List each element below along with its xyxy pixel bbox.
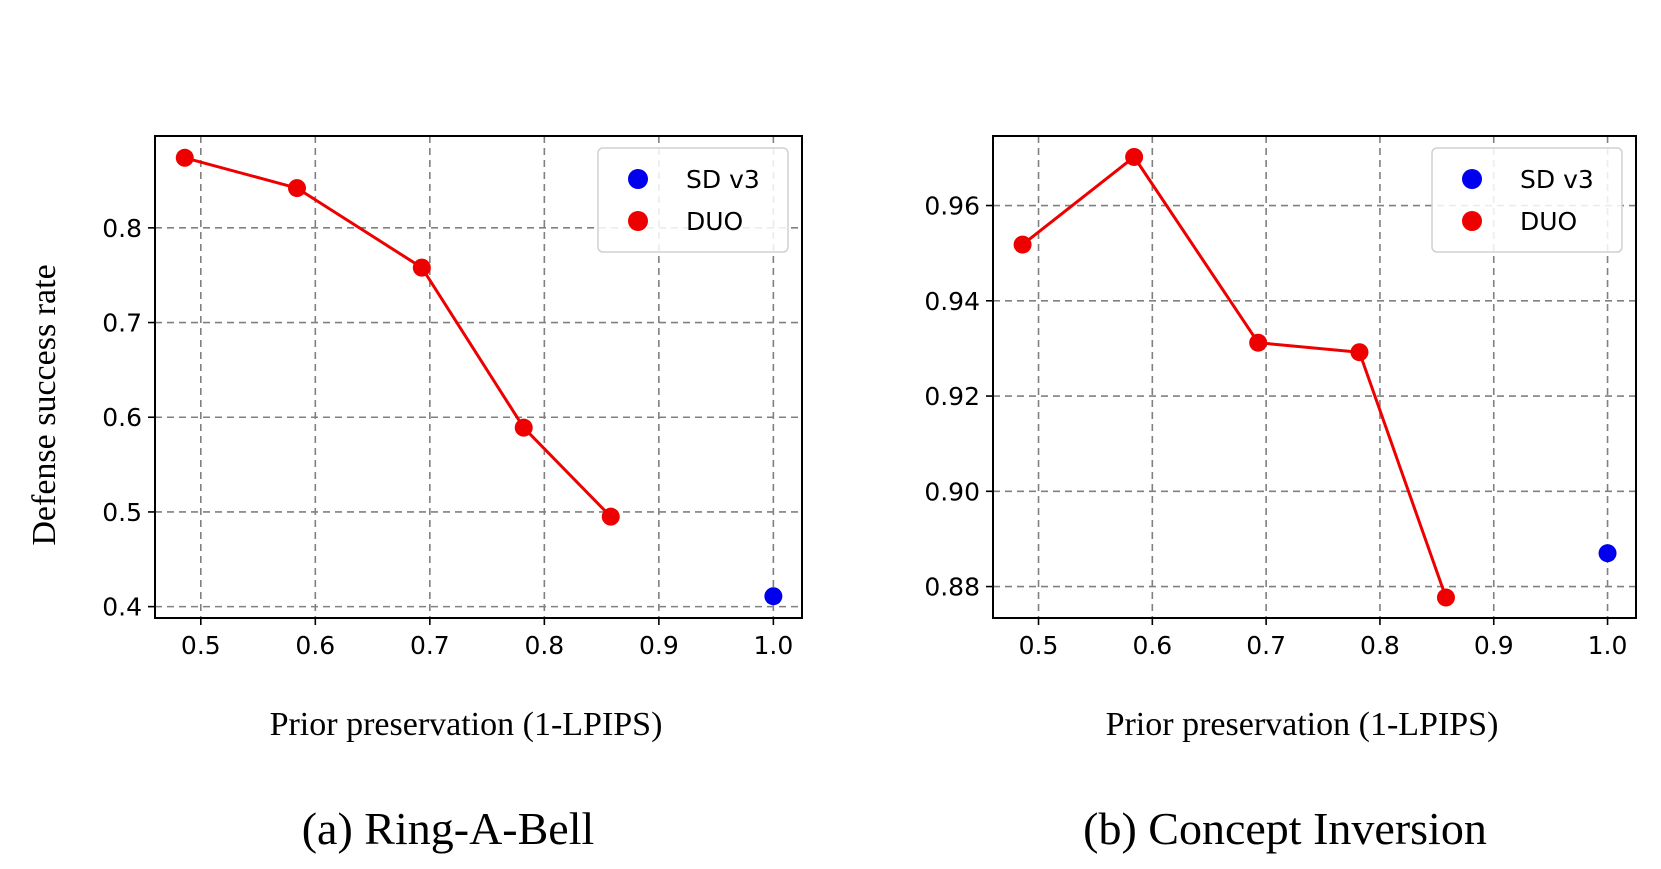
legend-box bbox=[1431, 147, 1623, 253]
legend-marker-duo bbox=[628, 211, 648, 231]
legend-box bbox=[597, 147, 789, 253]
x-tick-label: 1.0 bbox=[753, 631, 793, 660]
y-tick-label: 0.88 bbox=[924, 573, 980, 602]
x-tick-label: 0.8 bbox=[524, 631, 564, 660]
x-tick-label: 0.6 bbox=[295, 631, 335, 660]
data-point-duo bbox=[1249, 333, 1268, 352]
series-line-duo bbox=[1021, 154, 1448, 599]
x-tick-label: 0.9 bbox=[1474, 631, 1514, 660]
y-tick-label: 0.92 bbox=[924, 382, 980, 411]
y-tick-label: 0.5 bbox=[102, 498, 142, 527]
y-tick-label: 0.4 bbox=[102, 593, 142, 622]
data-point-duo bbox=[175, 148, 194, 167]
data-point-sd-v3 bbox=[1598, 544, 1617, 563]
y-tick-label: 0.7 bbox=[102, 309, 142, 338]
data-point-duo bbox=[1350, 343, 1369, 362]
x-tick-label: 0.5 bbox=[181, 631, 221, 660]
legend-marker-sd-v3 bbox=[628, 169, 648, 189]
x-tick-label: 0.8 bbox=[1360, 631, 1400, 660]
legend-label-duo: DUO bbox=[1520, 207, 1577, 236]
data-point-duo bbox=[1436, 588, 1455, 607]
data-point-duo bbox=[287, 179, 306, 198]
y-axis-label: Defense success rate bbox=[26, 264, 63, 545]
x-tick-label: 1.0 bbox=[1588, 631, 1628, 660]
x-axis-label: Prior preservation (1-LPIPS) bbox=[270, 706, 663, 743]
legend-marker-duo bbox=[1462, 211, 1482, 231]
legend-label-sd-v3: SD v3 bbox=[1520, 165, 1594, 194]
data-point-duo bbox=[1013, 235, 1032, 254]
y-tick-label: 0.8 bbox=[102, 214, 142, 243]
chart-concept-inversion: (b) Concept Inversion Prior preservation… bbox=[924, 135, 1637, 854]
legend-label-sd-v3: SD v3 bbox=[686, 165, 760, 194]
x-axis-label: Prior preservation (1-LPIPS) bbox=[1106, 706, 1499, 743]
x-tick-label: 0.7 bbox=[1246, 631, 1286, 660]
x-tick-label: 0.5 bbox=[1019, 631, 1059, 660]
data-point-sd-v3 bbox=[764, 587, 783, 606]
data-point-duo bbox=[514, 418, 533, 437]
x-tick-label: 0.6 bbox=[1132, 631, 1172, 660]
series-line-duo bbox=[184, 156, 612, 518]
chart-caption: (a) Ring-A-Bell bbox=[302, 803, 595, 854]
y-tick-label: 0.94 bbox=[924, 287, 980, 316]
y-tick-label: 0.6 bbox=[102, 403, 142, 432]
data-point-duo bbox=[601, 507, 620, 526]
plot-frame bbox=[154, 135, 803, 619]
data-point-duo bbox=[412, 258, 431, 277]
legend-marker-sd-v3 bbox=[1462, 169, 1482, 189]
plot-frame bbox=[992, 135, 1637, 619]
x-tick-label: 0.9 bbox=[639, 631, 679, 660]
data-point-duo bbox=[1125, 147, 1144, 166]
chart-ring-a-bell: (a) Ring-A-Bell Prior preservation (1-LP… bbox=[26, 135, 803, 854]
legend-label-duo: DUO bbox=[686, 207, 743, 236]
y-tick-label: 0.96 bbox=[924, 192, 980, 221]
chart-caption: (b) Concept Inversion bbox=[1083, 803, 1487, 854]
x-tick-label: 0.7 bbox=[410, 631, 450, 660]
y-tick-label: 0.90 bbox=[924, 477, 980, 506]
